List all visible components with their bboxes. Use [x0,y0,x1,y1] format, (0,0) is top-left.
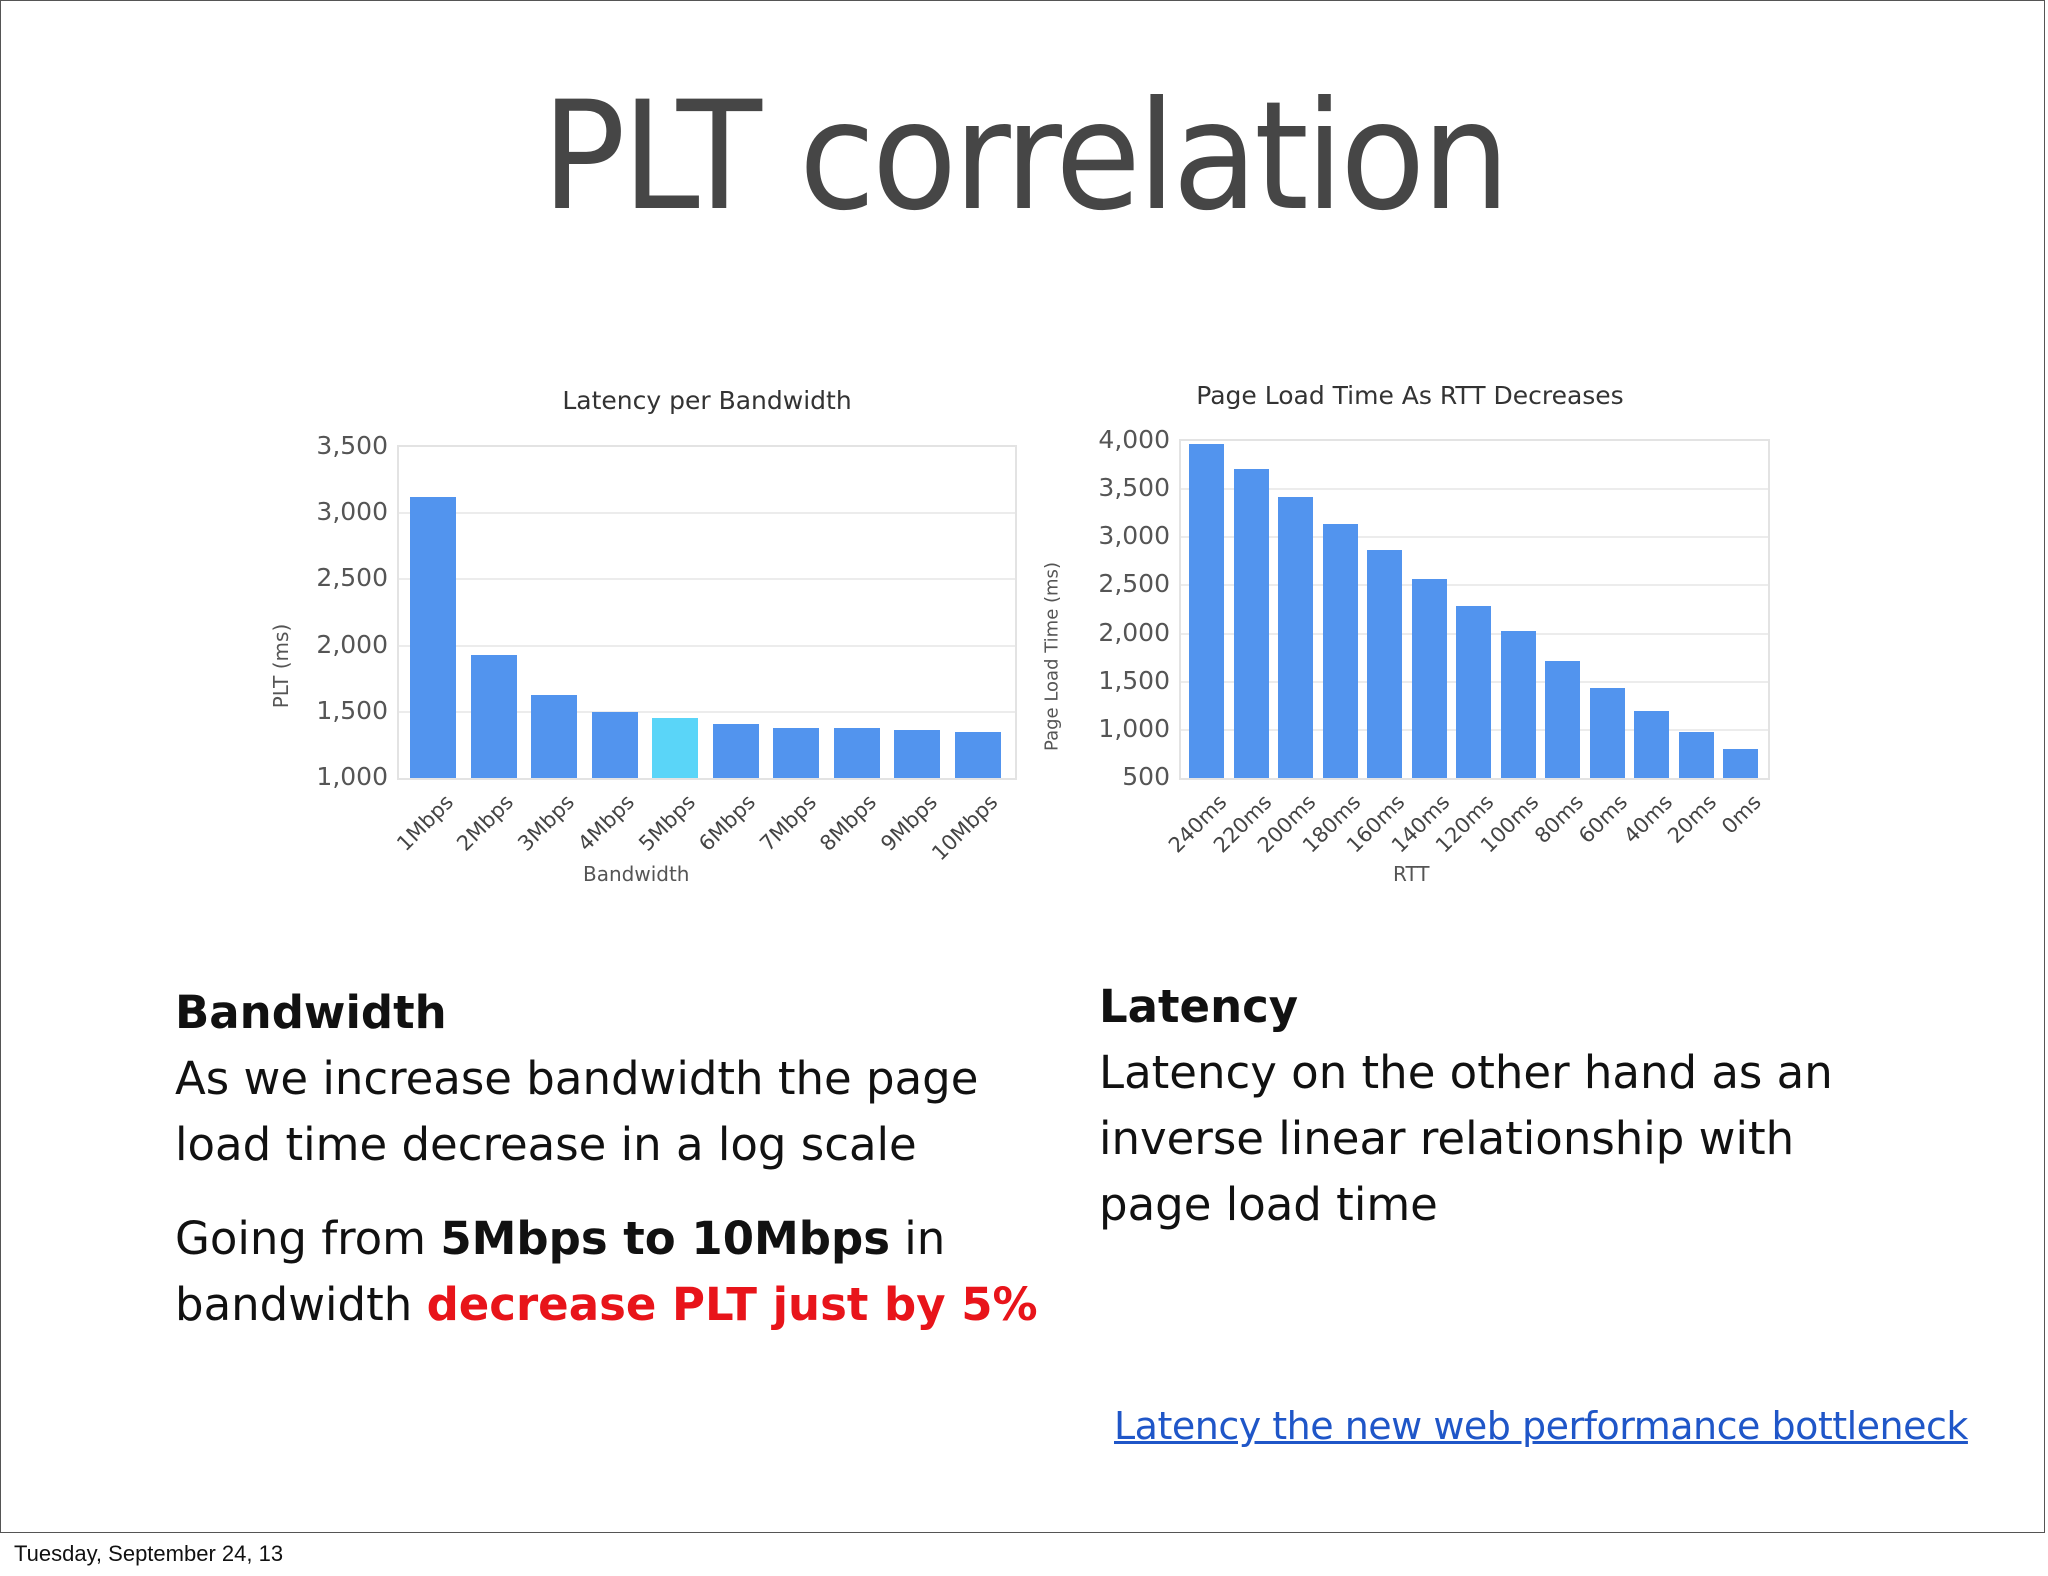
bar-200ms [1278,496,1314,778]
bar-6mbps [712,724,759,778]
y-tick-label: 4,000 [1098,425,1170,454]
finding-highlight: decrease PLT just by 5% [426,1278,1038,1331]
bar-5mbps [652,718,698,778]
plot-area-bandwidth [397,445,1017,780]
bar-20ms [1678,731,1714,778]
bandwidth-paragraph: As we increase bandwidth the page load t… [175,1046,1055,1178]
y-tick-label: 3,500 [316,431,388,460]
bar-9mbps [894,730,940,778]
bandwidth-paragraph-line-1: As we increase bandwidth the page [175,1052,979,1105]
bar-160ms [1367,549,1403,778]
bar-4mbps [591,712,638,778]
gridline [399,578,1015,581]
bandwidth-finding-paragraph: Going from 5Mbps to 10Mbps in bandwidth … [175,1206,1055,1338]
bar-10mbps [954,731,1001,778]
y-tick-label: 500 [1122,762,1170,791]
footer-date: Tuesday, September 24, 13 [14,1541,284,1566]
finding-bold-range: 5Mbps to 10Mbps [440,1212,890,1265]
y-tick-label: 2,500 [316,563,388,593]
bar-2mbps [470,654,517,778]
gridline [399,644,1015,647]
bandwidth-paragraph-line-2: load time decrease in a log scale [175,1118,917,1171]
latency-paragraph: Latency on the other hand as an inverse … [1099,1040,1999,1238]
finding-middle: in [890,1212,946,1265]
latency-text-block: Latency Latency on the other hand as an … [1099,974,1999,1238]
y-tick-label: 1,500 [1098,665,1170,695]
slide-title: PLT correlation [541,70,1511,244]
y-tick-label: 2,000 [1098,617,1170,647]
bar-60ms [1589,687,1625,778]
y-tick-label: 3,000 [1098,521,1170,551]
latency-paragraph-line-1: Latency on the other hand as an [1099,1046,1833,1099]
bandwidth-text-block: Bandwidth As we increase bandwidth the p… [175,980,1055,1338]
gridline [399,512,1015,515]
bar-1mbps [410,497,456,778]
x-axis-label-rtt: RTT [1393,862,1430,886]
gridline [399,710,1015,713]
bar-180ms [1322,523,1358,778]
bar-120ms [1456,605,1492,778]
bar-8mbps [833,728,880,778]
latency-paragraph-line-2: inverse linear relationship with [1099,1112,1795,1165]
latency-paragraph-line-3: page load time [1099,1178,1438,1231]
bandwidth-heading: Bandwidth [175,986,447,1039]
x-axis-label-bandwidth: Bandwidth [583,862,690,886]
bar-0ms [1723,748,1759,778]
bar-240ms [1189,443,1224,778]
y-tick-label: 3,500 [1098,473,1170,503]
plot-area-rtt [1179,439,1770,780]
y-axis-label-rtt: Page Load Time (ms) [1041,562,1063,751]
bar-140ms [1411,579,1447,778]
finding-line2-prefix: bandwidth [175,1278,427,1331]
bar-7mbps [773,728,819,778]
finding-prefix: Going from [175,1212,441,1265]
bar-40ms [1634,710,1670,778]
gridline [1181,488,1768,491]
y-tick-label: 2,000 [316,629,388,659]
gridline [1181,536,1768,539]
gridline [1181,584,1768,587]
y-tick-label: 2,500 [1098,569,1170,599]
chart-title-rtt: Page Load Time As RTT Decreases [1196,381,1624,410]
y-tick-label: 1,500 [316,695,388,725]
latency-bottleneck-link[interactable]: Latency the new web performance bottlene… [1114,1404,1968,1448]
y-tick-label: 1,000 [316,762,388,791]
chart-title-bandwidth: Latency per Bandwidth [562,386,852,415]
bar-220ms [1233,468,1269,778]
latency-heading: Latency [1099,980,1299,1033]
bar-100ms [1500,631,1536,778]
y-tick-label: 1,000 [1098,713,1170,743]
bar-3mbps [531,695,577,778]
y-tick-label: 3,000 [316,497,388,527]
bar-80ms [1545,661,1581,778]
